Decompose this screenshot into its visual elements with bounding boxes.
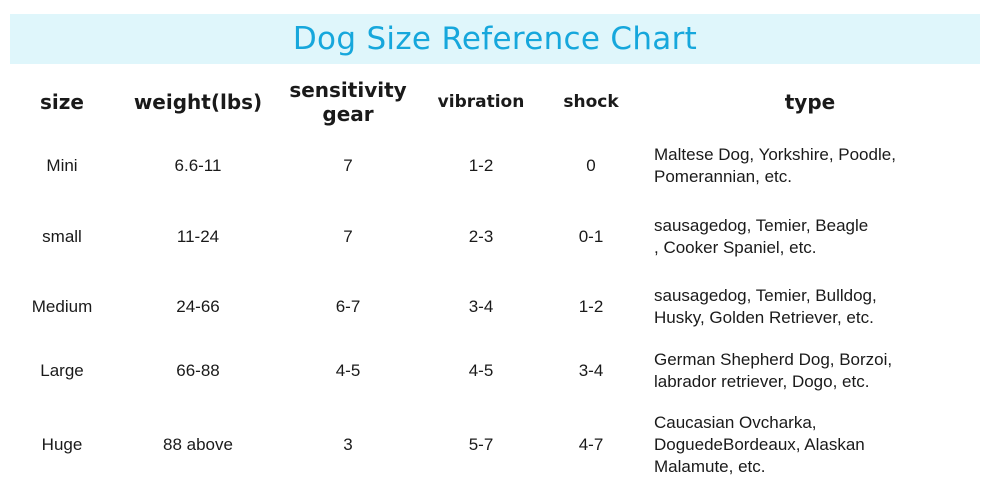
header-type: type (784, 90, 836, 114)
cell-type: Caucasian Ovcharka, DoguedeBordeaux, Ala… (654, 413, 865, 476)
cell-size: Large (40, 361, 84, 380)
cell-type: Maltese Dog, Yorkshire, Poodle, Pomerann… (654, 145, 896, 186)
header-shock: shock (563, 92, 619, 112)
header-weight: weight(lbs) (133, 90, 263, 114)
cell-type: sausagedog, Temier, Bulldog, Husky, Gold… (654, 286, 877, 327)
table-header: size weight(lbs) sensitivity gear vibrat… (0, 74, 1000, 130)
cell-vibration: 1-2 (468, 156, 494, 175)
cell-size: small (42, 227, 82, 246)
cell-shock: 4-7 (578, 435, 604, 454)
cell-sensitivity: 6-7 (335, 297, 361, 316)
table-row: Mini 6.6-11 7 1-2 0 Maltese Dog, Yorkshi… (0, 142, 1000, 190)
cell-vibration: 4-5 (468, 361, 494, 380)
cell-sensitivity: 7 (343, 227, 353, 246)
cell-shock: 0 (586, 156, 596, 175)
cell-weight: 11-24 (176, 227, 220, 246)
cell-weight: 88 above (163, 435, 233, 454)
cell-size: Medium (31, 297, 93, 316)
header-vibration: vibration (437, 92, 525, 112)
cell-sensitivity: 7 (343, 156, 353, 175)
cell-vibration: 5-7 (468, 435, 494, 454)
cell-size: Mini (46, 156, 78, 175)
cell-size: Huge (41, 435, 83, 454)
table-row: small 11-24 7 2-3 0-1 sausagedog, Temier… (0, 213, 1000, 261)
header-sensitivity-gear: sensitivity gear (289, 78, 407, 126)
chart-title: Dog Size Reference Chart (292, 21, 698, 57)
cell-weight: 6.6-11 (174, 156, 222, 175)
cell-sensitivity: 3 (343, 435, 353, 454)
table-row: Huge 88 above 3 5-7 4-7 Caucasian Ovchar… (0, 410, 1000, 480)
cell-weight: 66-88 (176, 361, 220, 380)
cell-vibration: 3-4 (468, 297, 494, 316)
cell-sensitivity: 4-5 (335, 361, 361, 380)
cell-shock: 0-1 (578, 227, 604, 246)
cell-shock: 3-4 (578, 361, 604, 380)
title-banner: Dog Size Reference Chart (10, 14, 980, 64)
cell-shock: 1-2 (578, 297, 604, 316)
table-row: Large 66-88 4-5 4-5 3-4 German Shepherd … (0, 347, 1000, 395)
table-row: Medium 24-66 6-7 3-4 1-2 sausagedog, Tem… (0, 283, 1000, 331)
cell-vibration: 2-3 (468, 227, 494, 246)
cell-type: sausagedog, Temier, Beagle , Cooker Span… (654, 216, 869, 257)
cell-weight: 24-66 (176, 297, 220, 316)
header-size: size (40, 90, 84, 114)
cell-type: German Shepherd Dog, Borzoi, labrador re… (654, 350, 893, 391)
